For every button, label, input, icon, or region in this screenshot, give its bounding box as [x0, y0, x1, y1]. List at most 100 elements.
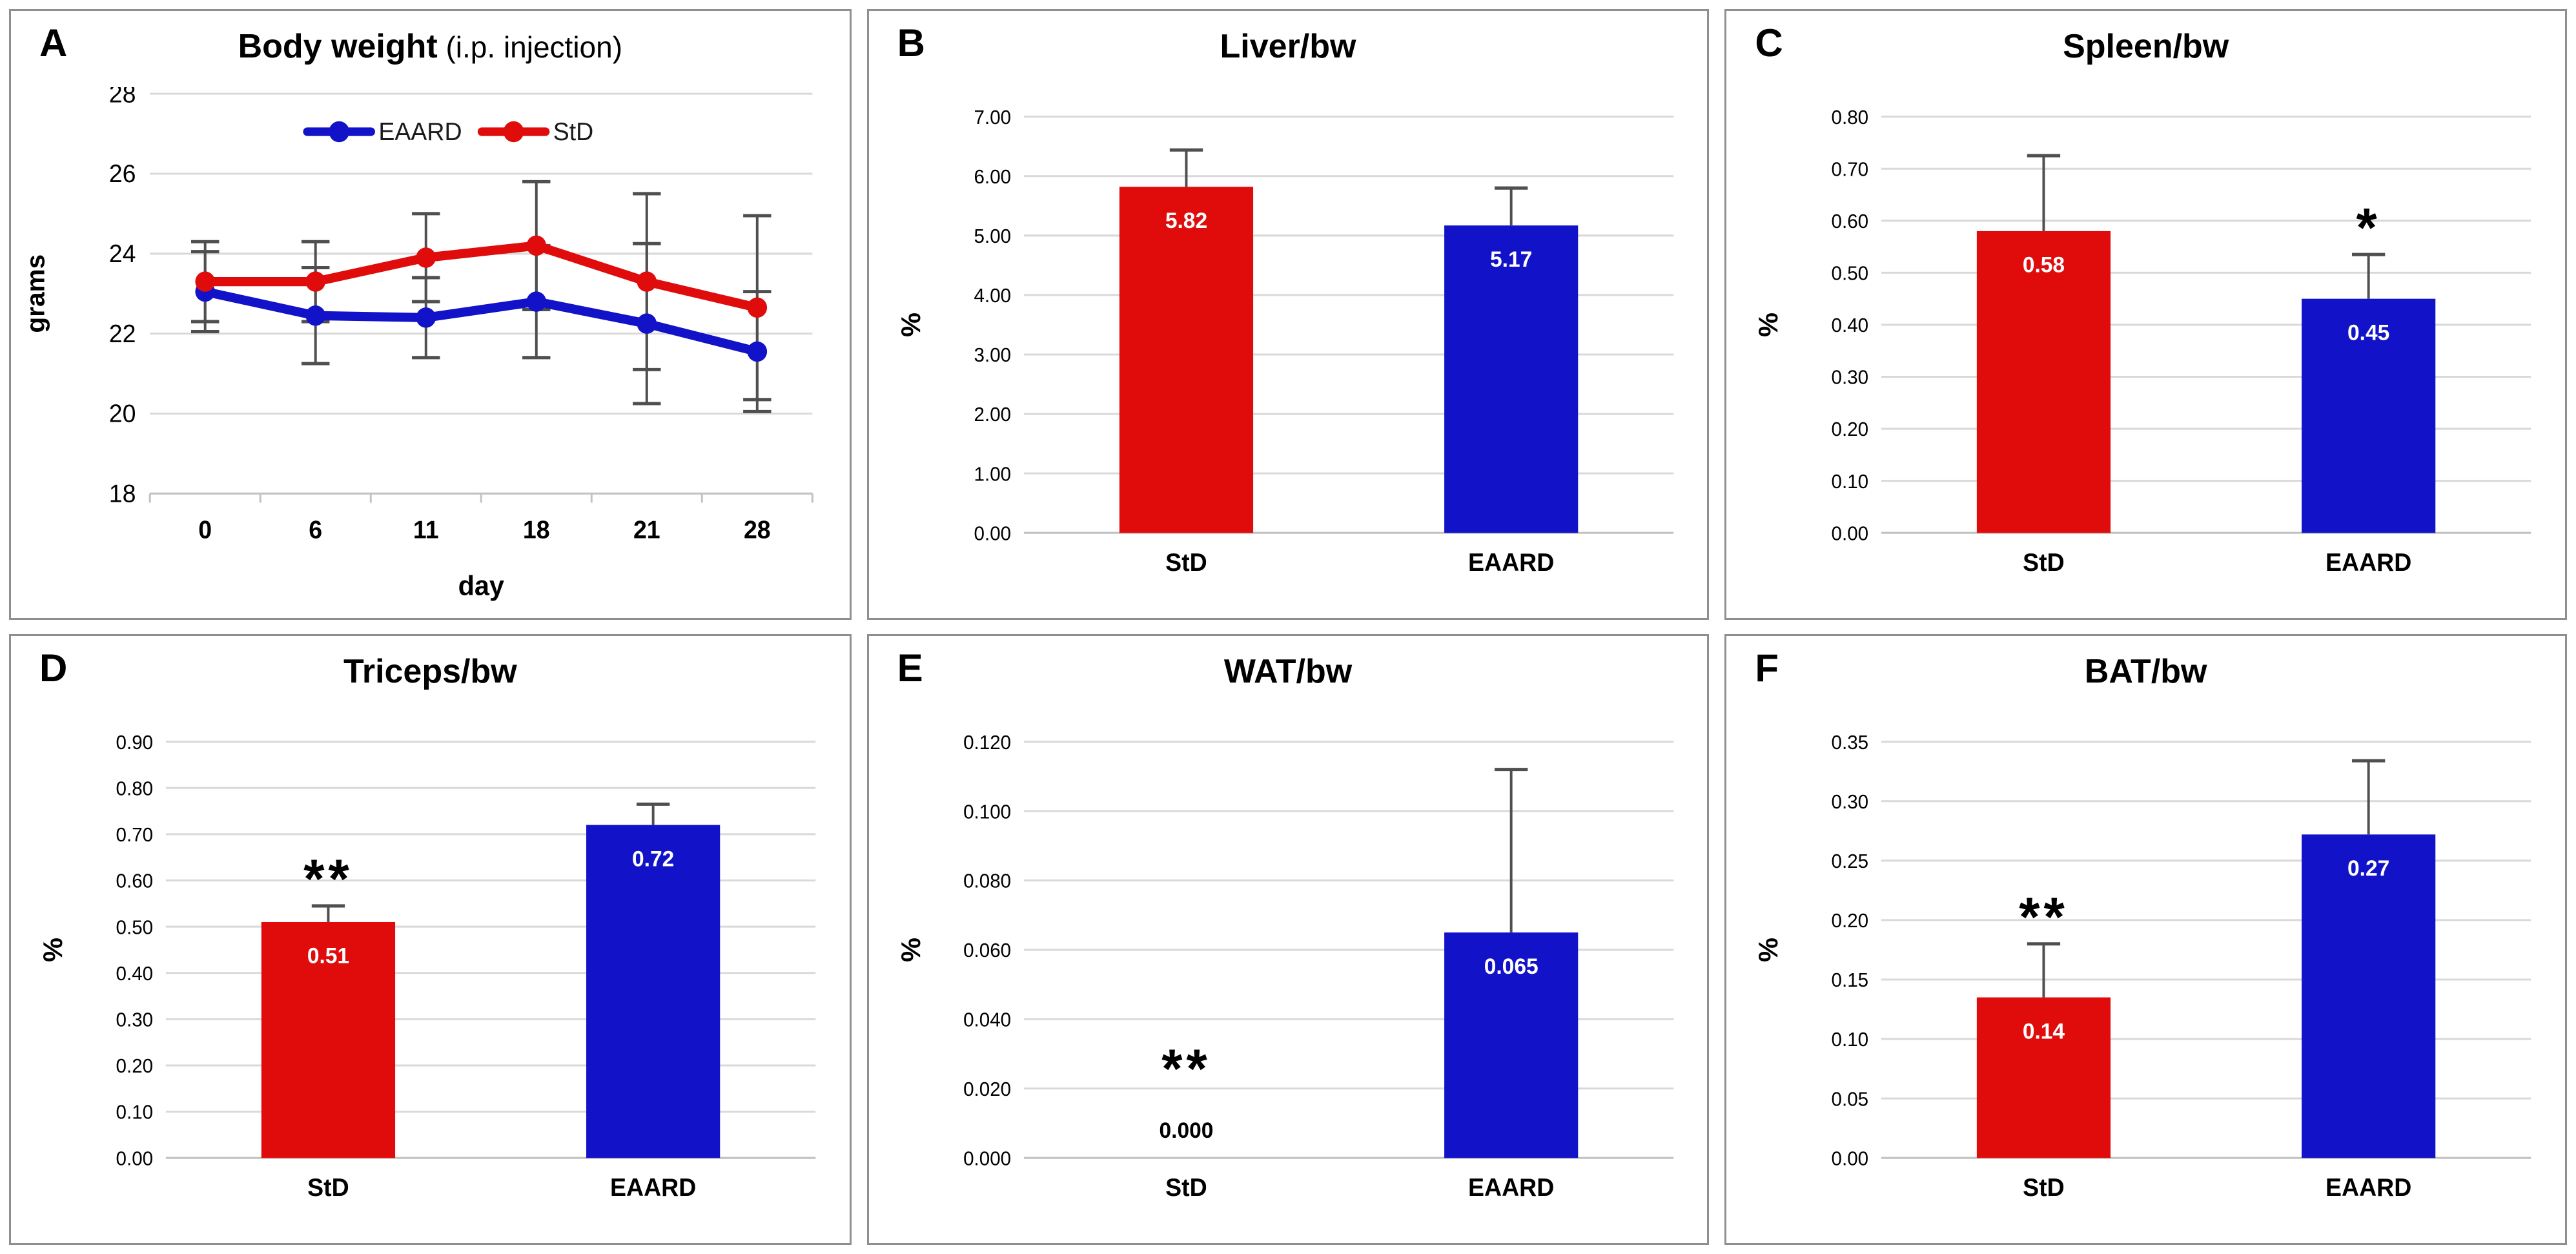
y-tick-label: 0.70	[116, 825, 154, 846]
legend-marker-point	[329, 121, 350, 143]
y-tick-label: 0.20	[116, 1056, 154, 1077]
x-category-label: EAARD	[2326, 1175, 2411, 1202]
chart-spleen-bw: 0.00 0.10 0.20 0.30 0.40 0.50 0.60 0.70 0.80% 0.5…	[1753, 107, 2531, 577]
panel-letter-c: C	[1755, 21, 1783, 65]
y-tick-label: 0.00	[116, 1148, 154, 1169]
bars: 0.000 ** StD 0.065 EAARD	[1159, 768, 1578, 1202]
y-tick-label: 0.05	[1832, 1089, 1869, 1110]
y-tick-label: 0.020	[963, 1079, 1011, 1100]
y-tick-label: 20	[109, 400, 136, 428]
chart-bat-bw: 0.00 0.05 0.10 0.15 0.20 0.25 0.30 0.35% 0.14 ** S…	[1753, 732, 2531, 1202]
y-tick-label: 0.100	[963, 801, 1011, 823]
y-tick-label: 28	[109, 87, 136, 108]
y-tick-label: 0.90	[116, 732, 154, 753]
y-tick-label: 7.00	[974, 107, 1011, 128]
y-tick-label: 0.20	[1832, 910, 1869, 932]
panel-letter-a: A	[39, 21, 68, 65]
y-axis-label: %	[38, 938, 68, 962]
title-main: Spleen/bw	[2063, 28, 2229, 65]
y-axis-label: %	[895, 938, 925, 962]
bar-value-label: 0.065	[1484, 954, 1538, 979]
grid: 18 20 22 24 26 28	[109, 87, 813, 508]
y-tick-label: 0.060	[963, 940, 1011, 961]
bars: 5.82 StD 5.17 EAARD	[1119, 148, 1578, 577]
x-tick-label: 18	[523, 517, 550, 544]
data-point	[747, 341, 768, 362]
data-point	[637, 313, 657, 334]
y-tick-label: 0.60	[116, 870, 154, 892]
panel-title-triceps: Triceps/bw	[11, 653, 850, 692]
y-tick-label: 0.80	[1832, 107, 1869, 128]
y-axis-label: grams	[22, 254, 50, 333]
panel-letter-f: F	[1755, 646, 1779, 690]
x-tick-label: 6	[309, 517, 322, 544]
x-tick-label: 28	[744, 517, 771, 544]
x-tick-label: 11	[413, 517, 439, 544]
bar-value-label: 0.27	[2347, 856, 2389, 881]
x-category-label: StD	[1165, 550, 1207, 577]
panel-bat-bw: F BAT/bw 0.00 0.05 0.10 0.15 0.20 0.25 0.30 0.3…	[1724, 634, 2567, 1245]
bar-value-label: 0.14	[2023, 1019, 2065, 1044]
legend-marker-point	[503, 121, 524, 143]
title-main: BAT/bw	[2084, 653, 2207, 690]
y-tick-label: 0.10	[1832, 471, 1869, 492]
y-tick-label: 0.80	[116, 778, 154, 799]
y-tick-label: 0.000	[963, 1148, 1011, 1169]
y-tick-label: 24	[109, 241, 136, 269]
y-axis-label: %	[1753, 938, 1783, 962]
bars: 0.14 ** StD 0.27 EAARD	[1977, 759, 2436, 1202]
y-tick-label: 0.00	[974, 523, 1011, 544]
series-std	[195, 235, 768, 318]
panel-title-bat: BAT/bw	[1726, 653, 2565, 692]
y-tick-label: 0.50	[116, 917, 154, 938]
y-tick-label: 0.30	[1832, 367, 1869, 388]
x-category-label: StD	[1165, 1175, 1207, 1202]
x-category-label: EAARD	[610, 1175, 696, 1202]
data-point	[416, 307, 436, 328]
series-line	[200, 287, 762, 356]
y-tick-label: 4.00	[974, 285, 1011, 307]
error-bar-eaard	[2352, 759, 2386, 835]
bar-eaard	[2302, 298, 2436, 533]
x-tick-label: 0	[198, 517, 212, 544]
chart-triceps-bw: 0.00 0.10 0.20 0.30 0.40 0.50 0.60 0.70 0.80 0.90…	[38, 732, 816, 1202]
legend-label: EAARD	[378, 119, 462, 147]
x-category-label: EAARD	[2326, 550, 2411, 577]
y-tick-label: 2.00	[974, 404, 1011, 426]
chart-wat-bw: 0.000 0.020 0.040 0.060 0.080 0.100 0.120% 0.00…	[895, 732, 1673, 1202]
data-point	[637, 271, 657, 292]
y-tick-label: 0.50	[1832, 263, 1869, 284]
bar-value-label: 0.72	[632, 847, 674, 872]
bar-value-label: 5.82	[1165, 209, 1207, 234]
chart-body-weight: 18 20 22 24 26 28 grams 0 6 11 18 21 28 day EAARD StD	[22, 87, 813, 601]
y-tick-label: 0.20	[1832, 419, 1869, 440]
y-tick-label: 0.30	[1832, 792, 1869, 813]
y-tick-label: 0.10	[1832, 1029, 1869, 1051]
y-tick-label: 18	[109, 480, 136, 508]
chart-liver-bw: 0.00 1.00 2.00 3.00 4.00 5.00 6.00 7.00% 5.82 StD…	[895, 107, 1673, 577]
series-line	[200, 241, 762, 313]
legend: EAARD StD	[303, 119, 593, 147]
y-tick-label: 0.080	[963, 870, 1011, 892]
bar-std	[1119, 187, 1253, 533]
x-axis-label: day	[458, 570, 505, 601]
error-bar-eaard	[1494, 186, 1528, 226]
y-tick-label: 0.60	[1832, 211, 1869, 232]
bar-value-label: 0.58	[2023, 252, 2065, 278]
bar-std	[1977, 997, 2111, 1158]
bar-eaard	[586, 825, 721, 1158]
panel-spleen-bw: C Spleen/bw 0.00 0.10 0.20 0.30 0.40 0.50 0.60…	[1724, 9, 2567, 620]
y-tick-label: 0.10	[116, 1102, 154, 1123]
error-bar-eaard	[2352, 252, 2386, 299]
y-tick-label: 0.040	[963, 1009, 1011, 1031]
y-tick-label: 3.00	[974, 345, 1011, 366]
error-bar-std	[2027, 942, 2061, 998]
y-tick-label: 0.120	[963, 732, 1011, 753]
title-main: WAT/bw	[1223, 653, 1353, 690]
y-tick-label: 0.00	[1832, 523, 1869, 544]
bar-std	[261, 921, 396, 1158]
error-bar-eaard	[1494, 768, 1528, 933]
y-tick-label: 0.70	[1832, 159, 1869, 180]
data-point	[526, 291, 547, 312]
